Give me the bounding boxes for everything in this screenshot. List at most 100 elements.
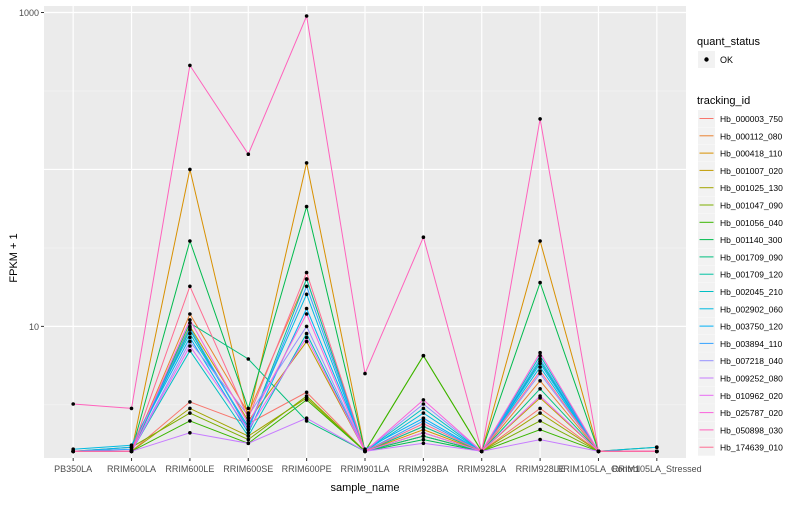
data-point <box>538 419 542 423</box>
data-point <box>188 419 192 423</box>
data-point <box>304 339 309 344</box>
data-point <box>538 117 542 121</box>
data-point <box>246 431 251 435</box>
data-point <box>188 312 192 316</box>
data-point <box>538 406 542 411</box>
data-point <box>129 406 134 411</box>
data-point <box>188 406 192 411</box>
x-tick-label: RRIM105LA_Stressed <box>612 464 702 474</box>
data-point <box>304 416 309 421</box>
legend-label: Hb_001047_090 <box>720 201 783 211</box>
data-point <box>421 431 426 435</box>
legend-label: Hb_003750_120 <box>720 322 783 332</box>
data-points <box>71 14 659 454</box>
legend-label: Hb_000418_110 <box>720 149 783 159</box>
legend-label: Hb_025787_020 <box>720 408 783 418</box>
legend-label: Hb_001140_300 <box>720 235 783 245</box>
data-point <box>188 344 192 348</box>
data-point <box>304 306 309 311</box>
data-point <box>246 411 251 415</box>
data-point <box>246 441 251 446</box>
data-point <box>421 424 426 429</box>
x-tick-label: RRIM901LA <box>340 464 389 474</box>
legend-label: Hb_009252_080 <box>720 374 783 384</box>
data-point <box>421 235 426 239</box>
legend-label: Hb_001007_020 <box>720 166 783 176</box>
data-point <box>129 449 134 454</box>
legend-tracking-title: tracking_id <box>697 95 750 107</box>
legend-label: Hb_001025_130 <box>720 183 783 193</box>
data-point <box>538 365 542 369</box>
data-point <box>538 369 542 373</box>
data-point <box>188 63 192 68</box>
x-axis-title: sample_name <box>330 482 399 494</box>
data-point <box>188 400 192 404</box>
data-point <box>188 239 192 243</box>
data-point <box>71 402 75 406</box>
data-point <box>421 416 426 421</box>
x-tick-label: RRIM600SE <box>223 464 273 474</box>
data-point <box>246 427 251 432</box>
grid-lines <box>44 6 686 458</box>
data-point <box>246 413 251 418</box>
data-point <box>304 204 309 209</box>
data-point <box>304 270 309 275</box>
data-point <box>188 318 192 322</box>
data-point <box>304 324 309 329</box>
data-point <box>246 421 251 426</box>
legend-label: Hb_174639_010 <box>720 443 783 453</box>
data-point <box>304 14 309 18</box>
data-point <box>71 449 75 454</box>
data-point <box>538 379 542 383</box>
legend-label: Hb_001709_120 <box>720 270 783 280</box>
data-point <box>188 167 192 172</box>
data-point <box>538 437 542 442</box>
legend-quant-status-point <box>704 57 709 62</box>
data-point <box>304 292 309 297</box>
data-point <box>363 449 367 454</box>
legend-label: Hb_002902_060 <box>720 304 783 314</box>
x-tick-label: RRIM928BA <box>398 464 448 474</box>
data-point <box>421 398 426 402</box>
data-point <box>246 416 251 421</box>
data-point <box>188 335 192 340</box>
legend-label: Hb_002045_210 <box>720 287 783 297</box>
data-point <box>363 371 367 376</box>
data-point <box>304 398 309 402</box>
x-tick-label: PB350LA <box>54 464 92 474</box>
data-point <box>188 326 192 330</box>
data-point <box>421 419 426 423</box>
x-tick-label: RRIM928LA <box>457 464 506 474</box>
x-tick-label: RRIM928LE <box>516 464 565 474</box>
data-point <box>421 411 426 415</box>
data-point <box>246 434 251 438</box>
data-point <box>188 348 192 353</box>
legend-tracking-items: Hb_000003_750 Hb_000112_080 Hb_000418_110 H… <box>698 110 783 456</box>
legend-label: Hb_010962_020 <box>720 391 783 401</box>
data-point <box>188 411 192 415</box>
data-point <box>421 441 426 446</box>
data-point <box>246 424 251 429</box>
data-point <box>188 331 192 336</box>
data-point <box>655 445 659 450</box>
data-point <box>188 431 192 435</box>
data-point <box>304 284 309 289</box>
legend-label: Hb_007218_040 <box>720 356 783 366</box>
data-point <box>538 350 542 355</box>
data-point <box>538 353 542 358</box>
y-tick-label: 10 <box>29 322 39 332</box>
legend-label: Hb_001709_090 <box>720 252 783 262</box>
data-point <box>188 321 192 325</box>
data-point <box>421 427 426 432</box>
x-tick-label: RRIM600LE <box>165 464 214 474</box>
data-point <box>246 419 251 423</box>
data-point <box>246 437 251 442</box>
data-point <box>304 331 309 336</box>
data-point <box>538 387 542 391</box>
data-point <box>655 449 659 454</box>
data-point <box>188 339 192 344</box>
data-point <box>421 421 426 426</box>
data-point <box>304 390 309 395</box>
x-tick-label: RRIM600LA <box>107 464 156 474</box>
